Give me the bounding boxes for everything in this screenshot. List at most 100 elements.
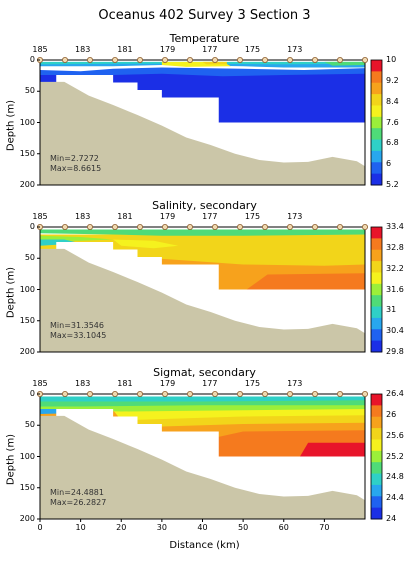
colorbar-band — [371, 340, 382, 353]
station-label: 181 — [117, 212, 133, 221]
station-label: 181 — [117, 45, 133, 54]
colorbar-band — [371, 173, 382, 186]
contour-band — [40, 67, 365, 77]
y-tick-label: 200 — [19, 180, 35, 189]
stats-box: Min=2.7272 Max=8.6615 — [50, 154, 101, 174]
y-tick-label: 0 — [29, 222, 35, 231]
y-tick-label: 150 — [19, 148, 35, 158]
y-tick-label: 50 — [24, 253, 35, 263]
colorbar-tick-label: 31.6 — [386, 284, 404, 294]
station-marker — [186, 390, 193, 397]
plot-area — [37, 223, 383, 353]
station-marker — [87, 56, 94, 63]
contour-band — [40, 396, 365, 402]
station-marker — [361, 56, 368, 63]
colorbar-band — [371, 394, 382, 406]
station-label: 179 — [159, 45, 176, 54]
colorbar-band — [371, 496, 382, 509]
colorbar-band — [371, 507, 382, 520]
station-marker — [261, 223, 268, 230]
colorbar-tick-label: 6 — [386, 159, 392, 169]
y-axis-label: Depth (m) — [5, 433, 17, 486]
station-marker — [186, 223, 193, 230]
colorbar-tick-label: 7.6 — [386, 117, 399, 127]
station-marker — [161, 390, 168, 397]
colorbar-frame — [370, 393, 383, 520]
station-label: 185 — [32, 45, 48, 54]
colorbar-band — [371, 473, 382, 486]
station-label: 177 — [202, 45, 218, 54]
station-marker — [136, 56, 143, 63]
station-marker — [62, 223, 69, 230]
contour-band — [243, 273, 365, 292]
x-tick-label: 20 — [116, 523, 127, 532]
contour-band — [113, 239, 179, 249]
stats-min: Min=31.3546 — [50, 321, 104, 330]
colorbar-tick-label: 26.4 — [386, 389, 404, 398]
station-marker — [336, 390, 343, 397]
sea-floor — [40, 81, 365, 185]
station-marker — [87, 390, 94, 397]
station-label: 185 — [32, 379, 48, 388]
station-marker — [62, 56, 69, 63]
panel-title: Temperature — [169, 32, 240, 45]
colorbar-band — [371, 317, 382, 330]
x-tick-label: 10 — [75, 523, 86, 532]
colorbar-band — [371, 227, 382, 239]
contour-band — [300, 442, 365, 457]
colorbar-band — [371, 261, 382, 273]
station-marker — [211, 390, 218, 397]
station-marker — [211, 56, 218, 63]
colorbar-tick-label: 30.4 — [386, 326, 404, 336]
colorbar-band — [371, 60, 382, 72]
colorbar-tick-label: 24 — [386, 514, 397, 523]
station-marker — [286, 223, 293, 230]
panel-title: Sigmat, secondary — [153, 366, 256, 379]
station-label: 173 — [287, 212, 303, 221]
colorbar-tick-label: 32.2 — [386, 263, 404, 273]
colorbar-tick-label: 9.2 — [386, 75, 399, 85]
colorbar-band — [371, 272, 382, 285]
colorbar-frame — [370, 226, 383, 353]
colorbar-band — [371, 439, 382, 452]
x-tick-label: 30 — [156, 523, 167, 532]
station-marker — [261, 390, 268, 397]
stats-min: Min=2.7272 — [50, 154, 99, 163]
station-marker — [186, 56, 193, 63]
colorbar-band — [371, 105, 382, 118]
colorbar-tick-label: 32.8 — [386, 242, 404, 252]
stats-min: Min=24.4881 — [50, 488, 104, 497]
stats-max: Max=8.6615 — [50, 164, 102, 173]
station-label: 181 — [117, 379, 133, 388]
stats-max: Max=26.2827 — [50, 498, 107, 507]
station-marker — [136, 390, 143, 397]
station-label: 183 — [75, 45, 91, 54]
colorbar-band — [371, 82, 382, 95]
plot-area — [37, 56, 383, 186]
colorbar-tick-label: 24.4 — [386, 493, 404, 503]
sea-floor — [40, 415, 365, 519]
colorbar-band — [371, 139, 382, 152]
colorbar-band — [371, 295, 382, 308]
colorbar-tick-label: 5.2 — [386, 180, 399, 189]
station-label: 183 — [75, 212, 91, 221]
chart-panel: Salinity, secondary 185 183 181 179 177 175 173… — [0, 199, 409, 371]
colorbar-band — [371, 249, 382, 262]
colorbar-tick-label: 6.8 — [386, 138, 399, 148]
y-tick-label: 200 — [19, 347, 35, 356]
y-tick-label: 50 — [24, 86, 35, 96]
station-label: 183 — [75, 379, 91, 388]
station-marker — [286, 390, 293, 397]
y-axis-label: Depth (m) — [5, 99, 17, 152]
x-tick-label: 40 — [197, 523, 208, 532]
y-tick-label: 150 — [19, 315, 35, 325]
chart-panel: Temperature 185 183 181 179 177 175 173 0 50 100 15… — [0, 32, 409, 204]
sea-floor — [40, 248, 365, 352]
station-label: 173 — [287, 45, 303, 54]
colorbar-band — [371, 329, 382, 342]
page-title: Oceanus 402 Survey 3 Section 3 — [98, 8, 311, 23]
colorbar-tick-label: 26 — [386, 409, 397, 419]
colorbar-band — [371, 450, 382, 463]
stats-max: Max=33.1045 — [50, 331, 107, 340]
station-label: 177 — [202, 379, 218, 388]
